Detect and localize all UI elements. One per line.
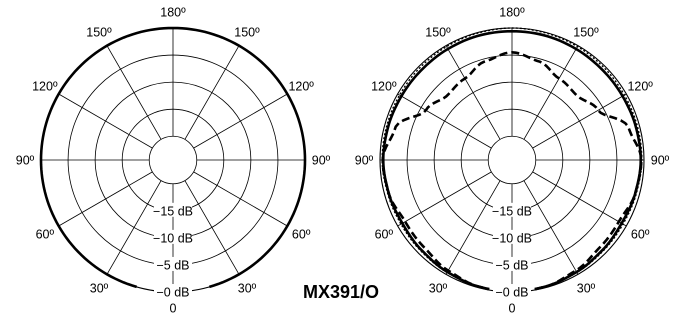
db-label-mask <box>154 284 192 298</box>
grid-spoke <box>397 93 492 149</box>
grid-spoke <box>532 93 627 149</box>
angle-label: 120º <box>627 80 653 94</box>
polar-chart-left: −15 dB −10 dB −5 dB −0 dB 0 30º 60º 90º 120º 150º… <box>16 6 331 316</box>
angle-label: 150º <box>86 25 112 39</box>
angle-label: 30º <box>577 282 596 296</box>
angle-label: 60º <box>631 228 650 242</box>
db-label: −10 dB <box>492 231 532 245</box>
grid-spoke <box>184 45 240 140</box>
angle-label: 180º <box>160 6 186 20</box>
grid-spoke <box>58 93 153 149</box>
db-label: −0 dB <box>156 286 189 300</box>
angle-label: 90º <box>312 154 331 168</box>
db-label: −0 dB <box>495 286 528 300</box>
db-label-mask <box>154 229 192 244</box>
polar-series-dotted <box>381 27 643 291</box>
angle-label: 150º <box>425 25 451 39</box>
db-label-mask <box>154 202 192 217</box>
grid-spoke <box>523 45 579 140</box>
angle-label: 120º <box>371 80 397 94</box>
grid-ring <box>487 135 537 185</box>
model-label: MX391/O <box>303 282 379 302</box>
db-label: −15 dB <box>153 204 193 218</box>
db-label-mask <box>493 202 531 217</box>
angle-label: 0 <box>509 302 516 316</box>
grid-spoke <box>106 45 162 140</box>
polar-series-dashed <box>381 51 643 291</box>
angle-label: 30º <box>90 282 109 296</box>
angle-label: 60º <box>36 228 55 242</box>
angle-label: 30º <box>238 282 257 296</box>
angle-label: 120º <box>288 80 314 94</box>
grid-spoke <box>193 171 288 227</box>
angle-label: 0 <box>170 302 177 316</box>
grid-ring <box>148 135 198 185</box>
grid-spoke <box>106 180 162 275</box>
angle-label: 150º <box>234 25 260 39</box>
polar-series-solid <box>381 29 643 291</box>
angle-label: 120º <box>32 80 58 94</box>
grid-spoke <box>397 171 492 227</box>
db-label-mask <box>493 229 531 244</box>
db-label: −5 dB <box>156 258 189 272</box>
grid-spoke <box>445 180 501 275</box>
grid-spoke <box>523 180 579 275</box>
angle-label: 90º <box>16 154 35 168</box>
grid-spoke <box>184 180 240 275</box>
grid-spoke <box>193 93 288 149</box>
db-label-mask <box>493 256 531 271</box>
polar-series-solid <box>39 26 307 289</box>
grid-spoke <box>532 171 627 227</box>
angle-label: 150º <box>573 25 599 39</box>
grid-spoke <box>445 45 501 140</box>
angle-label: 60º <box>375 228 394 242</box>
angle-label: 90º <box>355 154 374 168</box>
db-label-mask <box>493 284 531 298</box>
db-label: −10 dB <box>153 231 193 245</box>
db-label: −15 dB <box>492 204 532 218</box>
angle-label: 180º <box>499 6 525 20</box>
db-label: −5 dB <box>495 258 528 272</box>
angle-label: 60º <box>292 228 311 242</box>
angle-label: 90º <box>651 154 670 168</box>
polar-chart-right: −15 dB −10 dB −5 dB −0 dB 0 30º 60º 90º 120º 150º… <box>355 6 670 316</box>
angle-label: 30º <box>429 282 448 296</box>
db-label-mask <box>154 256 192 271</box>
grid-spoke <box>58 171 153 227</box>
